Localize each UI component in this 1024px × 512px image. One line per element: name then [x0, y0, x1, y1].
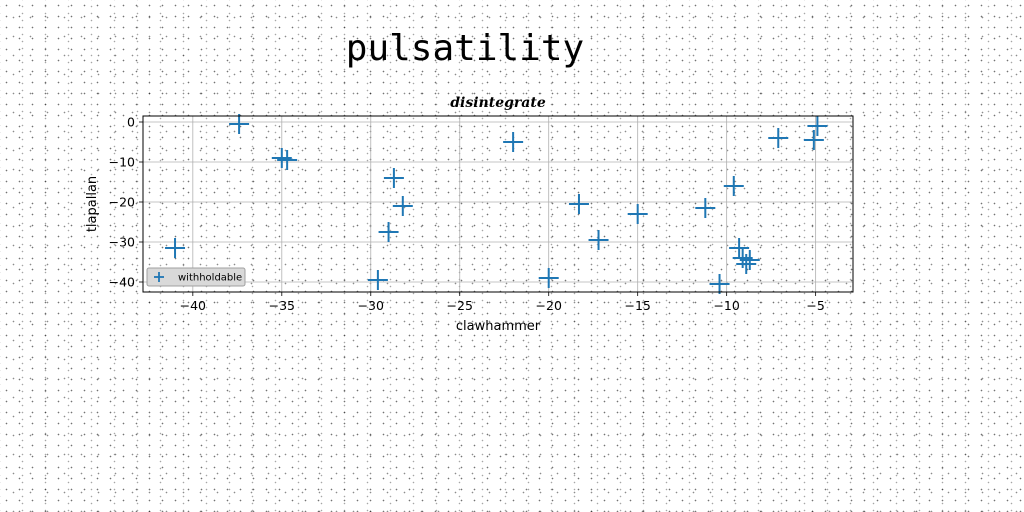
x-tick-label: −35 — [269, 298, 295, 313]
y-tick-label: −20 — [109, 195, 135, 210]
data-point — [277, 150, 298, 170]
data-point — [503, 132, 524, 152]
data-point — [803, 130, 824, 150]
x-tick-label: −25 — [447, 298, 473, 313]
x-axis-ticks: −40 −35 −30 −25 −20 −15 −10 −5 — [180, 292, 825, 313]
x-tick-label: −20 — [536, 298, 562, 313]
plot-frame — [142, 115, 854, 293]
x-tick-label: −40 — [180, 298, 206, 313]
data-point — [383, 168, 404, 188]
y-axis-label: tlapallan — [85, 176, 100, 232]
data-point — [709, 274, 730, 294]
legend-box — [146, 267, 246, 287]
data-point — [538, 268, 559, 288]
data-point — [568, 194, 589, 214]
data-point — [695, 198, 716, 218]
figure-suptitle: pulsatility — [345, 28, 585, 69]
data-points — [165, 114, 828, 294]
legend-label: withholdable — [178, 273, 242, 284]
legend: withholdable — [146, 267, 246, 287]
y-tick-label: −30 — [109, 235, 135, 250]
x-tick-label: −30 — [358, 298, 384, 313]
data-point — [588, 230, 609, 250]
y-tick-label: −10 — [109, 155, 135, 170]
data-point — [739, 250, 760, 270]
y-tick-label: 0 — [127, 115, 135, 130]
data-point — [807, 116, 828, 136]
data-point — [165, 238, 186, 258]
chart-title: disintegrate — [450, 95, 546, 111]
x-tick-label: −15 — [624, 298, 650, 313]
data-point — [392, 196, 413, 216]
data-point — [723, 176, 744, 196]
y-tick-label: −40 — [109, 275, 135, 290]
legend-marker — [154, 272, 164, 282]
data-point — [768, 128, 789, 148]
x-tick-label: −5 — [806, 298, 824, 313]
data-point — [271, 148, 292, 168]
data-point — [229, 114, 250, 134]
x-tick-label: −10 — [713, 298, 739, 313]
x-axis-label: clawhammer — [456, 319, 541, 334]
data-point — [736, 254, 757, 274]
grid-lines — [143, 116, 853, 292]
data-point — [627, 204, 648, 224]
data-point — [378, 222, 399, 242]
data-point — [367, 270, 388, 290]
y-axis-ticks: 0 −10 −20 −30 −40 — [109, 115, 143, 290]
data-point — [729, 238, 750, 258]
